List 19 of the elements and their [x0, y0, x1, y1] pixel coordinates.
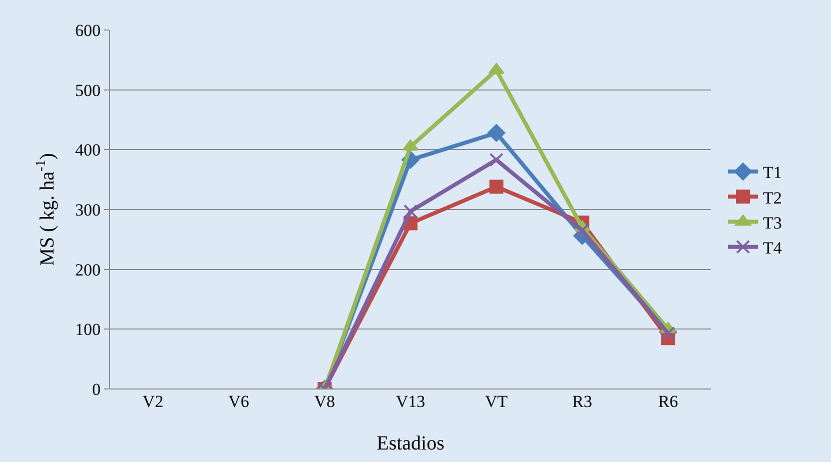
x-tick-label: V6 — [228, 392, 250, 411]
y-tick-label: 100 — [75, 320, 101, 340]
y-tick-label: 300 — [75, 200, 101, 220]
legend-label: T2 — [763, 188, 782, 208]
x-tick-label: V13 — [396, 392, 426, 411]
x-tick-label: R3 — [572, 392, 592, 411]
y-tick-label: 400 — [75, 140, 101, 160]
legend-label: T3 — [763, 213, 782, 232]
legend-label: T4 — [763, 238, 782, 258]
x-axis-title: Estadios — [376, 432, 445, 454]
x-tick-label: V8 — [314, 392, 336, 411]
x-tick-label: R6 — [658, 392, 678, 411]
x-tick-label: VT — [485, 392, 508, 411]
legend-label: T1 — [763, 163, 782, 182]
x-tick-label: V2 — [142, 392, 164, 411]
y-tick-label: 200 — [75, 260, 101, 280]
y-tick-label: 600 — [75, 20, 101, 40]
y-tick-label: 0 — [92, 380, 101, 399]
y-tick-label: 500 — [75, 80, 101, 100]
